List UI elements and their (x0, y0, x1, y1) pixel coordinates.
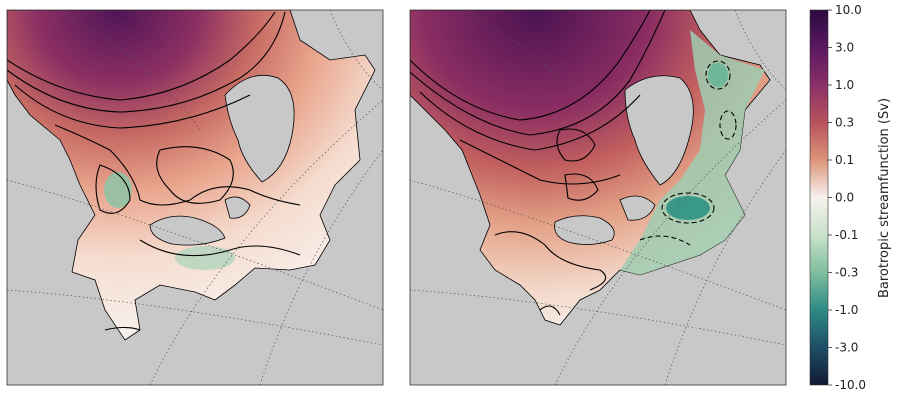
left-island-1 (224, 74, 295, 183)
colorbar-tick-label: 0.0 (835, 191, 854, 205)
right-island-3 (619, 195, 656, 221)
colorbar-tick-label: 10.0 (835, 3, 862, 17)
right-panel (410, 10, 786, 385)
colorbar-tick-label: 0.3 (835, 116, 854, 130)
left-island-3 (224, 196, 251, 219)
right-island-1 (624, 75, 694, 186)
right-contours (410, 10, 666, 316)
left-green-patch (104, 172, 132, 208)
right-panel-frame (409, 9, 787, 386)
left-contours (7, 11, 301, 331)
colorbar-tick-label: -0.3 (835, 266, 858, 280)
left-green-patch-2 (175, 246, 235, 270)
colorbar-tick-label: -0.1 (835, 228, 858, 242)
colorbar-gradient (809, 9, 829, 386)
right-dashed-contours (639, 60, 737, 246)
right-graticule (410, 10, 786, 385)
left-graticule (7, 10, 383, 385)
left-island-2 (149, 215, 226, 246)
colorbar: 10.0 3.0 1.0 0.3 0.1 0.0 -0.1 -0.3 -1.0 -3.0 -10.0… (809, 3, 892, 392)
left-panel-frame (6, 9, 384, 386)
colorbar-tick-label: 3.0 (835, 41, 854, 55)
colorbar-label: Barotropic streamfunction (Sv) (877, 98, 892, 298)
colorbar-ticks: 10.0 3.0 1.0 0.3 0.1 0.0 -0.1 -0.3 -1.0 -3.0 -10.0 (828, 3, 866, 392)
colorbar-tick-label: -3.0 (835, 341, 858, 355)
colorbar-tick-label: 0.1 (835, 153, 854, 167)
colorbar-tick-label: -10.0 (835, 378, 866, 392)
right-island-2 (554, 215, 615, 245)
right-teal-core (666, 196, 710, 220)
left-panel (7, 10, 383, 385)
right-teal-core-2 (708, 63, 728, 87)
right-green-east (620, 30, 765, 275)
colorbar-tick-label: 1.0 (835, 78, 854, 92)
colorbar-tick-label: -1.0 (835, 303, 858, 317)
